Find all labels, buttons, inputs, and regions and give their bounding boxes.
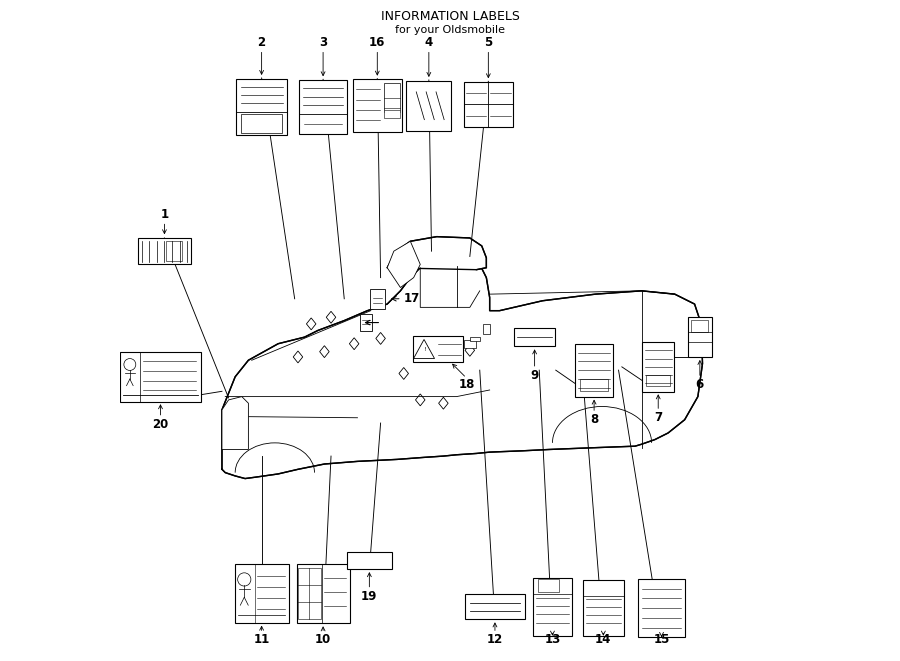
- Bar: [384, 83, 400, 112]
- Text: 19: 19: [361, 590, 377, 603]
- Bar: [483, 325, 490, 334]
- Bar: [691, 320, 708, 332]
- Text: 7: 7: [654, 411, 662, 424]
- Text: 5: 5: [484, 36, 492, 50]
- Bar: [575, 344, 613, 397]
- Bar: [538, 580, 559, 592]
- Text: 11: 11: [254, 633, 270, 646]
- Polygon shape: [222, 261, 703, 479]
- Bar: [413, 336, 464, 362]
- Text: 16: 16: [369, 36, 385, 50]
- Bar: [464, 340, 476, 348]
- Text: 8: 8: [590, 413, 598, 426]
- Text: 6: 6: [696, 378, 704, 391]
- Text: 2: 2: [257, 36, 266, 50]
- Bar: [646, 375, 670, 386]
- Text: 14: 14: [595, 633, 611, 646]
- Text: 3: 3: [319, 36, 328, 50]
- Bar: [465, 594, 525, 619]
- Text: !: !: [423, 348, 426, 352]
- Polygon shape: [222, 397, 248, 449]
- Text: 18: 18: [458, 378, 474, 391]
- Text: 9: 9: [530, 369, 539, 382]
- Bar: [464, 82, 513, 127]
- Bar: [407, 81, 451, 131]
- Bar: [638, 579, 685, 637]
- Text: for your Oldsmobile: for your Oldsmobile: [395, 24, 505, 35]
- Text: 17: 17: [403, 292, 419, 305]
- Bar: [298, 568, 321, 619]
- Bar: [580, 379, 608, 391]
- Bar: [121, 352, 201, 402]
- Bar: [297, 564, 349, 623]
- Polygon shape: [387, 241, 420, 288]
- Polygon shape: [387, 237, 486, 270]
- Bar: [514, 328, 555, 346]
- Bar: [237, 79, 287, 135]
- Text: 13: 13: [544, 633, 561, 646]
- Bar: [534, 578, 572, 636]
- Bar: [235, 564, 289, 623]
- Bar: [353, 79, 401, 132]
- Text: 10: 10: [315, 633, 331, 646]
- Bar: [346, 552, 392, 569]
- Text: INFORMATION LABELS: INFORMATION LABELS: [381, 10, 519, 23]
- Text: 4: 4: [425, 36, 433, 50]
- Bar: [241, 114, 283, 133]
- Bar: [583, 580, 624, 636]
- Text: 15: 15: [653, 633, 670, 646]
- Bar: [370, 289, 384, 309]
- Polygon shape: [470, 337, 480, 341]
- Bar: [384, 110, 400, 118]
- Text: 20: 20: [152, 418, 168, 431]
- Bar: [688, 317, 712, 357]
- Bar: [138, 238, 191, 264]
- Bar: [360, 315, 372, 330]
- Text: 1: 1: [160, 208, 168, 221]
- Bar: [166, 241, 183, 261]
- Text: 12: 12: [487, 633, 503, 646]
- Bar: [300, 80, 346, 134]
- Bar: [643, 342, 674, 391]
